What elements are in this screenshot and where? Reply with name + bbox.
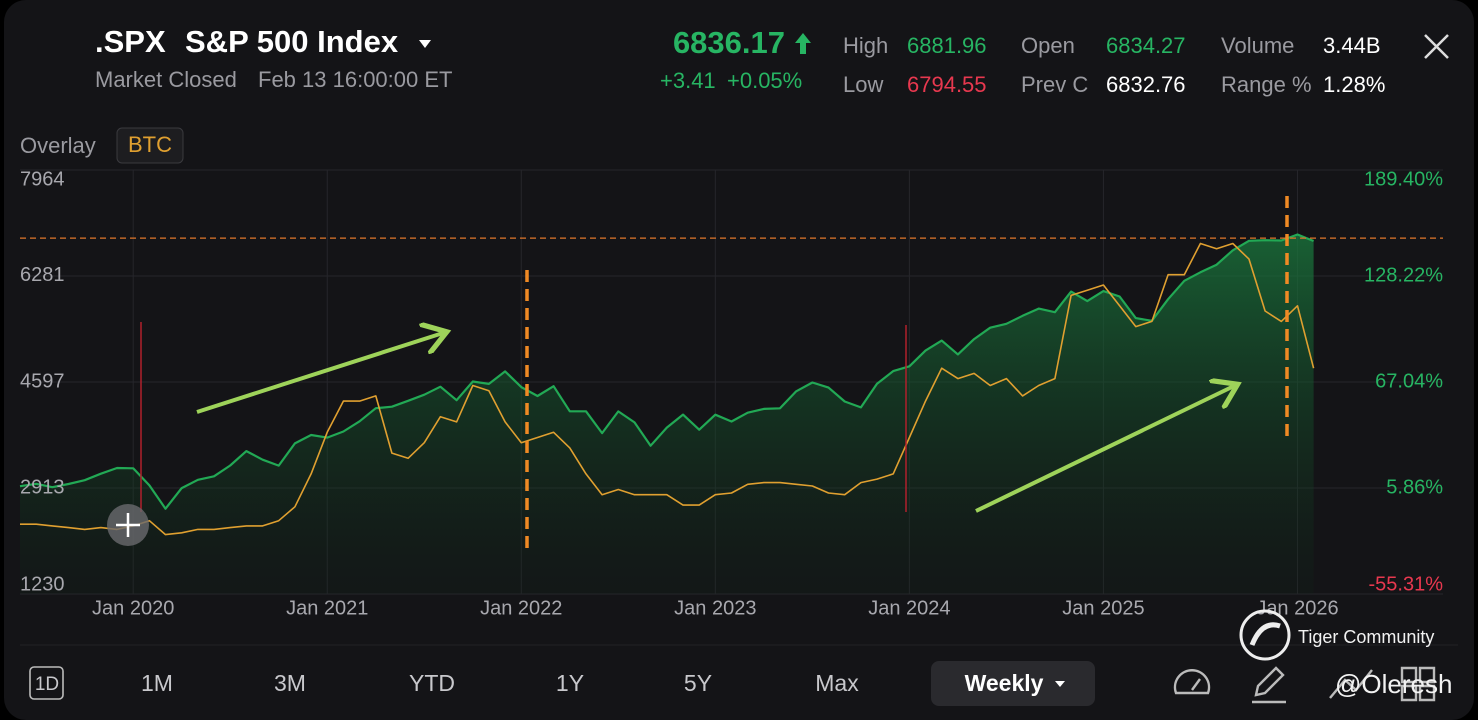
interval-caret[interactable] (1055, 681, 1065, 687)
stat-value: 6794.55 (907, 72, 987, 97)
y-tick-label: 2913 (20, 476, 65, 498)
x-tick-label: Jan 2023 (674, 597, 756, 619)
y2-tick-label: 67.04% (1375, 370, 1443, 392)
y2-tick-label: -55.31% (1369, 573, 1444, 595)
x-tick-label: Jan 2024 (868, 597, 950, 619)
interval-pill[interactable] (931, 661, 1095, 706)
overlay-label: Overlay (20, 133, 96, 158)
x-tick-label: Jan 2020 (92, 597, 174, 619)
y2-tick-label: 189.40% (1364, 168, 1443, 190)
range-button[interactable]: 1M (141, 670, 173, 696)
x-tick-label: Jan 2026 (1256, 597, 1338, 619)
y-tick-label: 1230 (20, 573, 65, 595)
crosshair-icon (116, 513, 140, 537)
stat-label: Volume (1221, 33, 1294, 58)
gauge-icon[interactable] (1173, 669, 1211, 695)
toolbar: Weekly 1D 1M 3M YTD 1Y 5Y Max (29, 661, 1436, 706)
watermark-logo (1239, 609, 1291, 661)
stat-value: 3.44B (1323, 33, 1381, 58)
watermark-user: @Oleresh (1335, 669, 1452, 699)
stat-label: Open (1021, 33, 1075, 58)
interval-selector[interactable]: Weekly (965, 670, 1044, 696)
stat-value: 6881.96 (907, 33, 987, 58)
dropdown-caret[interactable] (419, 40, 431, 48)
y2-tick-label: 5.86% (1386, 476, 1443, 498)
up-arrow (795, 33, 811, 54)
range-button[interactable]: 1Y (556, 670, 584, 696)
header: .SPX S&P 500 Index Market Closed Feb 13 … (95, 24, 1449, 97)
gauge-needle (1191, 678, 1201, 691)
index-name[interactable]: S&P 500 Index (185, 24, 399, 59)
drawings (107, 196, 1289, 552)
trend-arrow (975, 386, 1234, 513)
indicator-icon[interactable] (1329, 669, 1373, 699)
overlay-symbol[interactable]: BTC (128, 132, 172, 157)
range-button[interactable]: 5Y (684, 670, 712, 696)
range-button[interactable]: Max (815, 670, 859, 696)
stat-value: 6834.27 (1106, 33, 1186, 58)
x-tick-label: Jan 2025 (1062, 597, 1144, 619)
stat-label: Range % (1221, 72, 1312, 97)
x-tick-label: Jan 2021 (286, 597, 368, 619)
market-status: Market Closed (95, 67, 237, 92)
watermark-brand: Tiger Community (1298, 627, 1434, 647)
x-tick-label: Jan 2022 (480, 597, 562, 619)
line-series (19, 233, 1315, 510)
button-frame[interactable] (29, 666, 64, 700)
stat-label: Low (843, 72, 883, 97)
symbol: .SPX (95, 24, 166, 59)
close-button[interactable] (1424, 34, 1449, 59)
price-change-pct: +0.05% (727, 68, 802, 93)
trend-arrow (196, 333, 443, 414)
y2-tick-label: 128.22% (1364, 264, 1443, 286)
stats: High 6881.96 Low 6794.55 Open 6834.27 Prev C 68… (843, 33, 1385, 97)
quote-time: Feb 13 16:00:00 ET (258, 67, 452, 92)
y-tick-label: 6281 (20, 264, 65, 286)
y-tick-label: 4597 (20, 370, 65, 392)
watermark-logo-mark (1249, 622, 1281, 646)
range-button[interactable]: YTD (409, 670, 455, 696)
stat-label: Prev C (1021, 72, 1088, 97)
tool-icons (1173, 666, 1436, 704)
draw-icon[interactable] (1252, 666, 1286, 704)
watermark: Tiger Community @Oleresh (1239, 609, 1452, 699)
price-change: +3.41 (660, 68, 716, 93)
stat-value: 6832.76 (1106, 72, 1186, 97)
y-tick-label: 7964 (20, 168, 65, 190)
stat-value: 1.28% (1323, 72, 1385, 97)
last-price: 6836.17 (673, 25, 785, 60)
line-series (20, 242, 1315, 536)
range-button[interactable]: 1D (35, 674, 59, 695)
stat-label: High (843, 33, 888, 58)
range-button[interactable]: 3M (274, 670, 306, 696)
layout-icon[interactable] (1400, 666, 1436, 702)
overlay-chip[interactable] (116, 127, 184, 164)
